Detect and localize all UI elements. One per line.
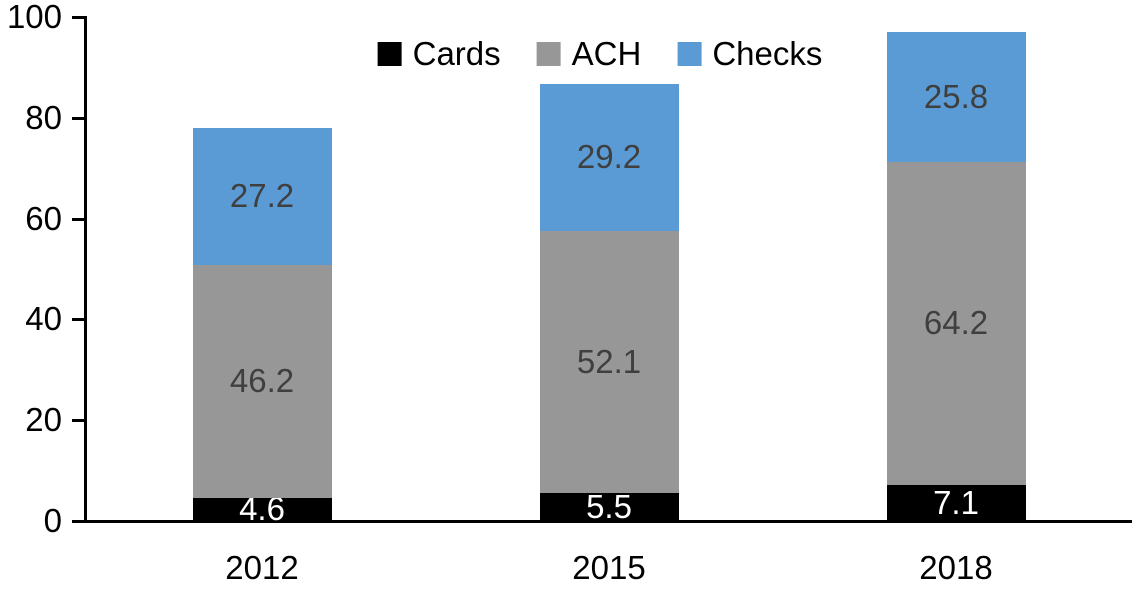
bar-segment-checks-2018: 25.8: [886, 31, 1026, 162]
bar-segment-checks-2012: 27.2: [192, 127, 332, 265]
x-axis-category-label-2012: 2012: [225, 549, 299, 586]
bar-segment-value-label: 25.8: [923, 77, 989, 115]
bar-segment-ach-2015: 52.1: [539, 230, 679, 494]
bar-segment-checks-2015: 29.2: [539, 83, 679, 231]
y-axis-tick: [72, 117, 84, 120]
x-axis-category-label-2018: 2018: [919, 549, 993, 586]
x-axis-category-label-2015: 2015: [572, 549, 646, 586]
y-axis-tick: [72, 218, 84, 221]
y-axis-tick-label: 0: [43, 502, 62, 539]
bar-segment-value-label: 64.2: [923, 304, 989, 342]
y-axis-line: [84, 16, 87, 523]
bar-segment-value-label: 5.5: [586, 488, 632, 526]
y-axis-tick-label: 20: [25, 401, 62, 438]
bar-segment-cards-2012: 4.6: [192, 491, 332, 527]
x-axis-line: [84, 520, 1132, 523]
legend-swatch-checks: [677, 42, 702, 66]
legend-label: ACH: [571, 35, 642, 72]
legend-label: Checks: [712, 35, 823, 72]
legend-label: Cards: [412, 35, 501, 72]
bar-segment-cards-2015: 5.5: [539, 489, 679, 525]
bar-segment-ach-2018: 64.2: [886, 161, 1026, 486]
legend-item-ach: ACH: [536, 35, 642, 72]
legend-swatch-ach: [536, 42, 561, 66]
bar-segment-cards-2018: 7.1: [886, 484, 1026, 522]
y-axis-tick: [72, 419, 84, 422]
bar-segment-value-label: 52.1: [576, 342, 642, 380]
legend-swatch-cards: [377, 42, 402, 66]
bar-segment-value-label: 29.2: [576, 138, 642, 176]
y-axis-tick-label: 80: [25, 99, 62, 136]
bar-segment-ach-2012: 46.2: [192, 264, 332, 498]
y-axis-tick: [72, 16, 84, 19]
legend-item-checks: Checks: [677, 36, 822, 72]
y-axis-tick-label: 40: [25, 300, 62, 337]
y-axis-tick-label: 60: [25, 200, 62, 237]
bar-segment-value-label: 46.2: [229, 362, 295, 400]
legend-item-cards: Cards: [377, 35, 501, 72]
chart-legend: Cards ACH Checks: [377, 35, 822, 72]
bar-segment-value-label: 7.1: [933, 484, 979, 522]
bar-segment-value-label: 27.2: [229, 177, 295, 215]
y-axis-tick: [72, 318, 84, 321]
y-axis-tick: [72, 520, 84, 523]
y-axis-tick-label: 100: [6, 0, 62, 35]
